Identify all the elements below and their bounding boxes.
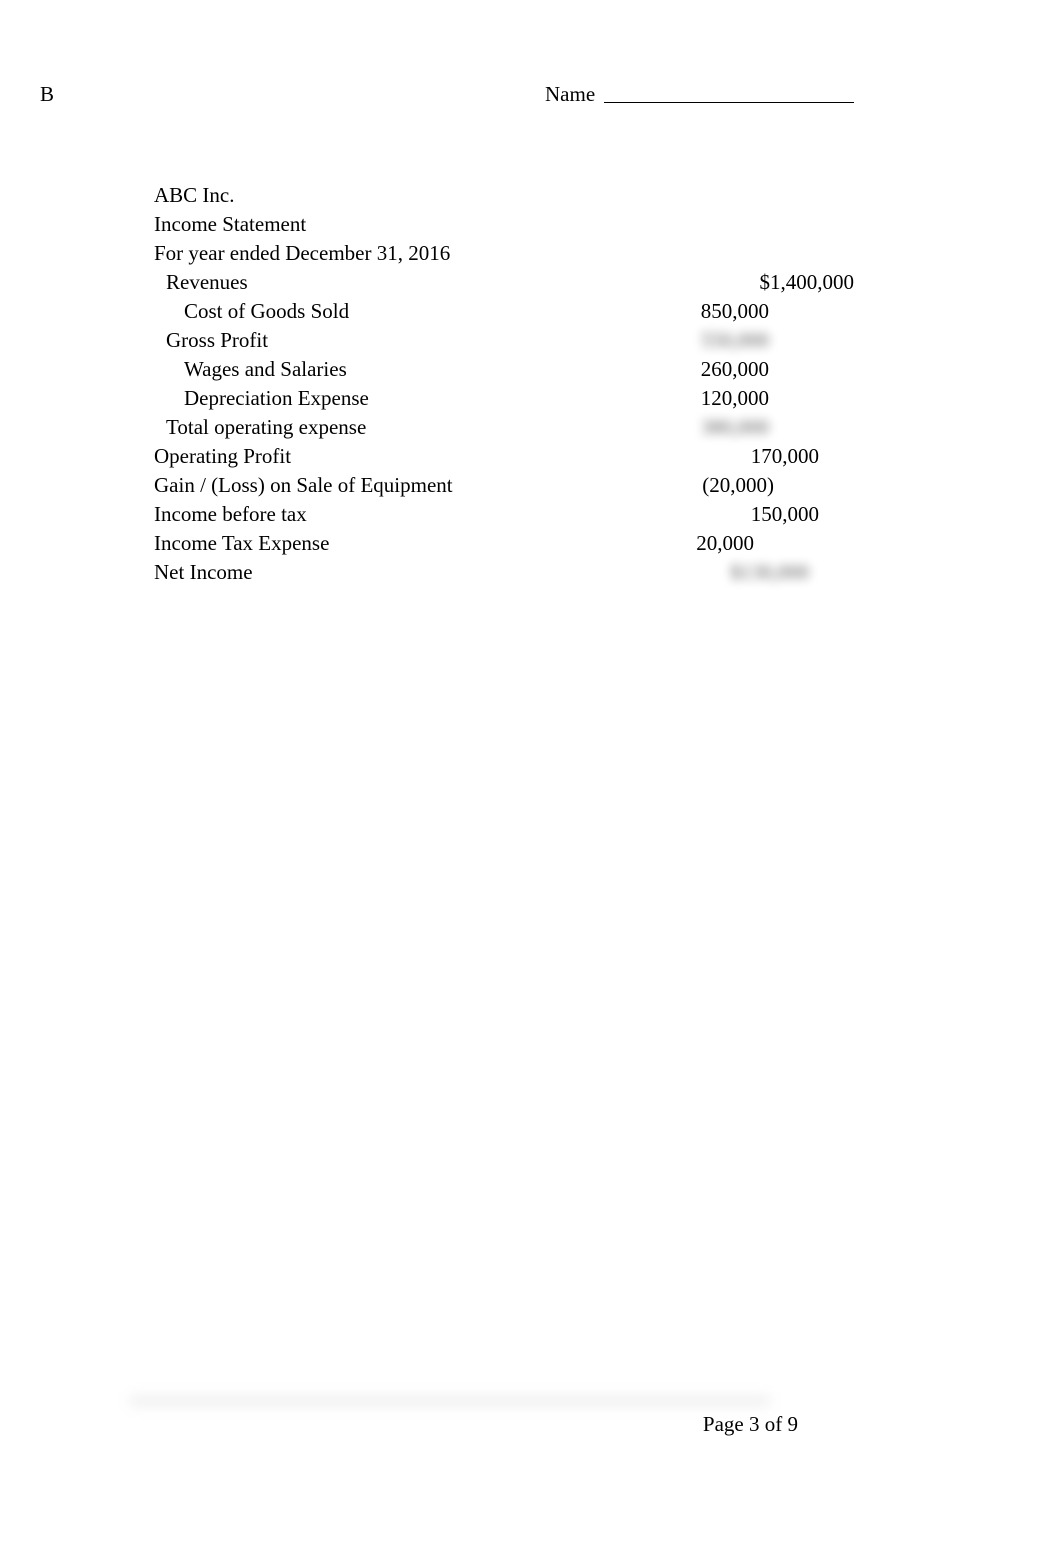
row-wages: Wages and Salaries 260,000 bbox=[154, 355, 854, 384]
row-operating-profit: Operating Profit 170,000 bbox=[154, 442, 854, 471]
wages-label: Wages and Salaries bbox=[154, 355, 347, 384]
cogs-label: Cost of Goods Sold bbox=[154, 297, 349, 326]
cogs-value: 850,000 bbox=[349, 297, 854, 326]
row-gain-loss: Gain / (Loss) on Sale of Equipment (20,0… bbox=[154, 471, 854, 500]
row-cogs: Cost of Goods Sold 850,000 bbox=[154, 297, 854, 326]
wages-value: 260,000 bbox=[347, 355, 854, 384]
gross-profit-label: Gross Profit bbox=[154, 326, 268, 355]
header-name-label: Name bbox=[545, 82, 854, 107]
tax-expense-label: Income Tax Expense bbox=[154, 529, 329, 558]
footer-blur-strip bbox=[130, 1393, 770, 1409]
page-number: Page 3 of 9 bbox=[703, 1412, 798, 1437]
revenues-value: $1,400,000 bbox=[248, 268, 854, 297]
operating-profit-label: Operating Profit bbox=[154, 442, 291, 471]
net-income-value: $130,000 bbox=[253, 558, 854, 587]
row-revenues: Revenues $1,400,000 bbox=[154, 268, 854, 297]
gain-loss-value: (20,000) bbox=[453, 471, 854, 500]
income-statement: ABC Inc. Income Statement For year ended… bbox=[154, 181, 854, 587]
row-gross-profit: Gross Profit 550,000 bbox=[154, 326, 854, 355]
statement-title-text: Income Statement bbox=[154, 210, 306, 239]
statement-title: Income Statement bbox=[154, 210, 854, 239]
total-opex-value: 380,000 bbox=[366, 413, 854, 442]
company-name-text: ABC Inc. bbox=[154, 181, 235, 210]
gain-loss-label: Gain / (Loss) on Sale of Equipment bbox=[154, 471, 453, 500]
depreciation-label: Depreciation Expense bbox=[154, 384, 369, 413]
name-underline bbox=[604, 102, 854, 103]
operating-profit-value: 170,000 bbox=[291, 442, 854, 471]
depreciation-value: 120,000 bbox=[369, 384, 854, 413]
row-depreciation: Depreciation Expense 120,000 bbox=[154, 384, 854, 413]
total-opex-label: Total operating expense bbox=[154, 413, 366, 442]
statement-period-text: For year ended December 31, 2016 bbox=[154, 239, 450, 268]
company-name: ABC Inc. bbox=[154, 181, 854, 210]
row-income-before-tax: Income before tax 150,000 bbox=[154, 500, 854, 529]
header-left-letter: B bbox=[40, 82, 54, 107]
statement-period: For year ended December 31, 2016 bbox=[154, 239, 854, 268]
row-net-income: Net Income $130,000 bbox=[154, 558, 854, 587]
income-before-tax-value: 150,000 bbox=[307, 500, 854, 529]
row-total-opex: Total operating expense 380,000 bbox=[154, 413, 854, 442]
name-label-text: Name bbox=[545, 82, 595, 106]
revenues-label: Revenues bbox=[154, 268, 248, 297]
net-income-label: Net Income bbox=[154, 558, 253, 587]
income-before-tax-label: Income before tax bbox=[154, 500, 307, 529]
gross-profit-value: 550,000 bbox=[268, 326, 854, 355]
tax-expense-value: 20,000 bbox=[329, 529, 854, 558]
row-tax-expense: Income Tax Expense 20,000 bbox=[154, 529, 854, 558]
